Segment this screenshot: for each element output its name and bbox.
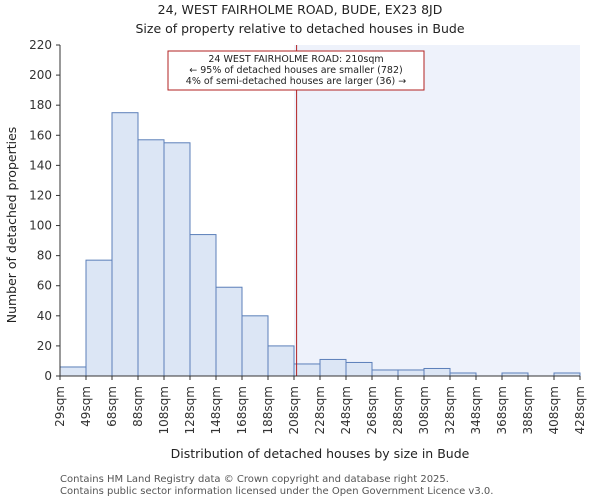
bar-208sqm xyxy=(293,363,321,377)
x-tick-label: 268sqm xyxy=(365,386,379,434)
annotation-line-2: ← 95% of detached houses are smaller (78… xyxy=(189,65,402,76)
x-tick-label: 208sqm xyxy=(287,386,301,434)
chart-subtitle: Size of property relative to detached ho… xyxy=(135,21,464,36)
y-tick-label: 120 xyxy=(29,188,52,202)
bar-128sqm xyxy=(189,234,217,377)
y-tick-label: 140 xyxy=(29,158,52,172)
bar-248sqm xyxy=(345,361,373,377)
bar-108sqm xyxy=(163,142,191,377)
x-axis-label: Distribution of detached houses by size … xyxy=(171,446,470,461)
x-tick-label: 68sqm xyxy=(105,386,119,427)
y-axis-label: Number of detached properties xyxy=(4,127,19,324)
y-tick-label: 60 xyxy=(37,279,52,293)
x-tick-label: 188sqm xyxy=(261,386,275,434)
y-tick-label: 0 xyxy=(44,369,52,383)
chart-title: 24, WEST FAIRHOLME ROAD, BUDE, EX23 8JD xyxy=(158,2,443,17)
y-tick-label: 220 xyxy=(29,38,52,52)
y-tick-label: 40 xyxy=(37,309,52,323)
x-tick-label: 248sqm xyxy=(339,386,353,434)
y-tick-label: 80 xyxy=(37,249,52,263)
x-tick-label: 88sqm xyxy=(131,386,145,427)
y-tick-label: 100 xyxy=(29,219,52,233)
x-tick-label: 328sqm xyxy=(443,386,457,434)
bar-188sqm xyxy=(267,345,295,377)
bars-group xyxy=(59,112,581,377)
x-tick-label: 408sqm xyxy=(547,386,561,434)
x-tick-label: 49sqm xyxy=(79,386,93,427)
annotation-frame xyxy=(167,50,425,91)
x-tick-label: 368sqm xyxy=(495,386,509,434)
y-axis-ticks: 0 20 40 60 80 100 120 140 160 180 200 220 xyxy=(29,38,60,383)
x-tick-label: 168sqm xyxy=(235,386,249,434)
x-tick-label: 348sqm xyxy=(469,386,483,434)
x-tick-label: 428sqm xyxy=(573,386,587,434)
bar-148sqm xyxy=(215,286,243,377)
x-tick-label: 288sqm xyxy=(391,386,405,434)
bar-68sqm xyxy=(111,112,139,377)
x-tick-label: 128sqm xyxy=(183,386,197,434)
x-tick-label: 108sqm xyxy=(157,386,171,434)
bar-29sqm xyxy=(59,366,87,377)
highlight-region xyxy=(294,45,580,376)
bar-308sqm xyxy=(423,367,451,377)
footer-line-1: Contains HM Land Registry data © Crown c… xyxy=(60,474,449,485)
x-tick-label: 308sqm xyxy=(417,386,431,434)
bar-168sqm xyxy=(241,315,269,377)
x-axis-ticks: 29sqm 49sqm 68sqm 88sqm 108sqm 128sqm 148sqm 16… xyxy=(53,376,587,434)
bar-228sqm xyxy=(319,358,347,377)
x-tick-label: 388sqm xyxy=(521,386,535,434)
footer-line-2: Contains public sector information licen… xyxy=(60,486,493,497)
y-tick-label: 180 xyxy=(29,98,52,112)
y-tick-label: 20 xyxy=(37,339,52,353)
bar-49sqm xyxy=(85,259,113,377)
y-tick-label: 200 xyxy=(29,68,52,82)
annotation-line-1: 24 WEST FAIRHOLME ROAD: 210sqm xyxy=(208,54,383,65)
annotation-line-3: 4% of semi-detached houses are larger (3… xyxy=(186,76,406,87)
bar-88sqm xyxy=(137,139,165,377)
x-tick-label: 228sqm xyxy=(313,386,327,434)
annotation-box: 24 WEST FAIRHOLME ROAD: 210sqm ← 95% of … xyxy=(167,50,425,91)
y-tick-label: 160 xyxy=(29,128,52,142)
x-tick-label: 148sqm xyxy=(209,386,223,434)
bar-268sqm xyxy=(371,369,399,377)
x-tick-label: 29sqm xyxy=(53,386,67,427)
bar-288sqm xyxy=(397,369,425,377)
